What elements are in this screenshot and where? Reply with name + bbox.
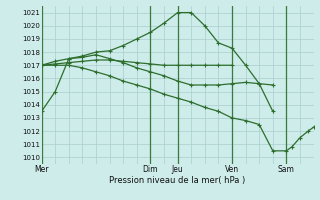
X-axis label: Pression niveau de la mer( hPa ): Pression niveau de la mer( hPa ): [109, 176, 246, 185]
